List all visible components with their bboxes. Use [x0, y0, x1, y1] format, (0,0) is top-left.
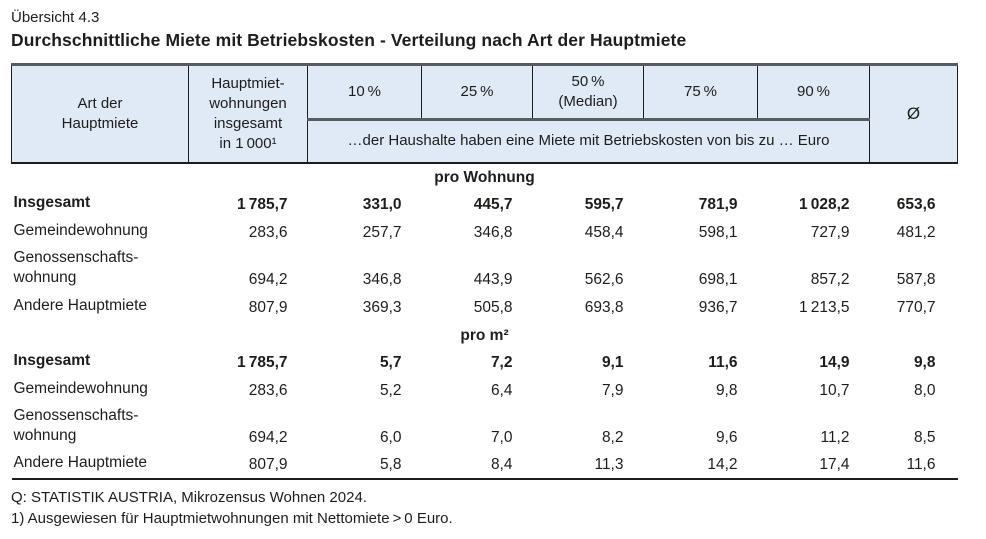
cell-p10: 5,8: [307, 450, 422, 480]
cell-p50: 9,1: [601, 354, 624, 371]
cell-p50: 8,2: [601, 429, 624, 446]
cell-p75: 11,6: [708, 354, 738, 371]
cell-total: 1 785,7: [236, 196, 288, 213]
cell-average: 653,6: [896, 196, 936, 213]
cell-total: 283,6: [248, 382, 288, 399]
col-header-average-symbol: Ø: [869, 63, 958, 164]
cell-p25: 7,2: [490, 354, 513, 371]
cell-average: 11,6: [869, 450, 958, 480]
source-line: Q: STATISTIK AUSTRIA, Mikrozensus Wohnen…: [11, 488, 367, 506]
page-title: Durchschnittliche Miete mit Betriebskost…: [11, 30, 687, 50]
cell-p25: 445,7: [473, 196, 513, 213]
col-header-p10: 10 %: [307, 63, 422, 120]
col-header-p25: 25 %: [421, 63, 533, 120]
section-header-pro-m2: pro m²: [12, 321, 958, 348]
cell-p90: 857,2: [810, 271, 850, 288]
cell-p10: 5,7: [379, 354, 402, 371]
cell-p25: 505,8: [473, 299, 513, 316]
cell-total: 283,6: [248, 224, 288, 241]
cell-average: 8,0: [913, 382, 936, 399]
cell-p90: 17,4: [757, 450, 870, 480]
row-label: Genossenschafts- wohnung: [13, 248, 139, 286]
cell-p75: 9,8: [715, 382, 738, 399]
cell-p25: 8,4: [421, 450, 533, 480]
cell-p90: 1 028,2: [798, 196, 850, 213]
cell-p75: 598,1: [698, 224, 738, 241]
header-row-subnote: …der Haushalte haben eine Miete mit Betr…: [12, 118, 958, 164]
cell-average: 481,2: [896, 224, 936, 241]
row-label: Gemeindewohnung: [13, 379, 148, 397]
cell-p10: 257,7: [362, 224, 402, 241]
col-header-subnote: …der Haushalte haben eine Miete mit Betr…: [307, 118, 870, 164]
cell-average: 8,5: [913, 429, 936, 446]
rent-distribution-table: Art der Hauptmiete Hauptmiet- wohnungen …: [11, 63, 958, 480]
col-header-art-der-hauptmiete: Art der Hauptmiete: [11, 63, 189, 164]
col-header-p75: 75 %: [643, 63, 758, 120]
cell-total: 694,2: [248, 429, 288, 446]
row-label: Andere Hauptmiete: [13, 296, 148, 314]
cell-p25: 443,9: [473, 271, 513, 288]
table-row: Insgesamt 1 785,7 331,0 445,7 595,7 781,…: [12, 190, 958, 218]
cell-total: 694,2: [248, 271, 288, 288]
table-row: Andere Hauptmiete 807,9 5,8 8,4 11,3 14,…: [11, 450, 958, 480]
table-row: Insgesamt 1 785,7 5,7 7,2 9,1 11,6 14,9 …: [12, 348, 958, 376]
cell-p25: 7,0: [490, 429, 513, 446]
col-header-p90: 90 %: [757, 63, 870, 120]
cell-p25: 346,8: [473, 224, 513, 241]
cell-p90: 727,9: [810, 224, 850, 241]
cell-p10: 5,2: [379, 382, 402, 399]
cell-p90: 14,9: [819, 354, 850, 371]
cell-average: 9,8: [913, 354, 936, 371]
cell-p10: 331,0: [362, 196, 402, 213]
table-row: Genossenschafts- wohnung 694,2 346,8 443…: [12, 246, 958, 293]
cell-p50: 7,9: [601, 382, 624, 399]
table-body: pro Wohnung Insgesamt 1 785,7 331,0 445,…: [11, 163, 958, 480]
row-label: Genossenschafts- wohnung: [13, 406, 139, 444]
row-label: Insgesamt: [13, 193, 91, 211]
cell-total: 807,9: [188, 450, 308, 480]
cell-p75: 781,9: [698, 196, 738, 213]
cell-p90: 1 213,5: [798, 299, 850, 316]
cell-p10: 369,3: [362, 299, 402, 316]
cell-p50: 693,8: [584, 299, 624, 316]
section-label: pro m²: [460, 327, 509, 344]
row-label: Andere Hauptmiete: [11, 450, 189, 480]
table-row: Gemeindewohnung 283,6 257,7 346,8 458,4 …: [12, 218, 958, 246]
cell-average: 770,7: [896, 299, 936, 316]
row-label: Gemeindewohnung: [13, 221, 148, 239]
cell-total: 1 785,7: [236, 354, 288, 371]
table-header: Art der Hauptmiete Hauptmiet- wohnungen …: [11, 63, 958, 164]
cell-average: 587,8: [896, 271, 936, 288]
section-label: pro Wohnung: [434, 169, 535, 186]
cell-p50: 11,3: [532, 450, 644, 480]
cell-p10: 346,8: [362, 271, 402, 288]
footnote-line: 1) Ausgewiesen für Hauptmietwohnungen mi…: [11, 509, 453, 527]
row-label: Insgesamt: [13, 351, 91, 369]
cell-p50: 595,7: [584, 196, 624, 213]
table-row: Andere Hauptmiete 807,9 369,3 505,8 693,…: [12, 293, 958, 321]
cell-p10: 6,0: [379, 429, 402, 446]
section-header-pro-wohnung: pro Wohnung: [12, 163, 958, 190]
cell-p50: 458,4: [584, 224, 624, 241]
cell-p75: 14,2: [643, 450, 758, 480]
cell-p90: 11,2: [820, 429, 850, 446]
cell-p50: 562,6: [584, 271, 624, 288]
cell-p75: 698,1: [698, 271, 738, 288]
table-footer: Q: STATISTIK AUSTRIA, Mikrozensus Wohnen…: [11, 487, 986, 529]
cell-p75: 9,6: [715, 429, 738, 446]
col-header-p50-median: 50 % (Median): [532, 63, 644, 120]
cell-total: 807,9: [248, 299, 288, 316]
header-row-top: Art der Hauptmiete Hauptmiet- wohnungen …: [11, 63, 958, 164]
cell-p25: 6,4: [490, 382, 513, 399]
table-number: Übersicht 4.3: [11, 9, 100, 26]
cell-p90: 10,7: [819, 382, 850, 399]
col-header-total-dwellings: Hauptmiet- wohnungen insgesamt in 1 000¹: [188, 63, 308, 164]
table-row: Gemeindewohnung 283,6 5,2 6,4 7,9 9,8 10…: [12, 376, 958, 404]
table-row: Genossenschafts- wohnung 694,2 6,0 7,0 8…: [12, 404, 958, 451]
cell-p75: 936,7: [698, 299, 738, 316]
